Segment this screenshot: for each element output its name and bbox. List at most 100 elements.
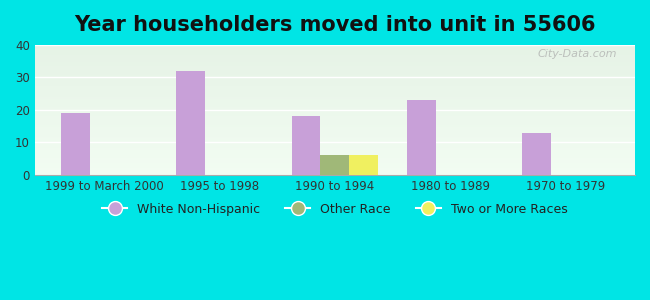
Bar <box>34 93 635 94</box>
Bar <box>34 80 635 81</box>
Bar <box>34 131 635 132</box>
Bar <box>34 57 635 58</box>
Bar <box>34 64 635 66</box>
Bar <box>407 100 436 175</box>
Bar <box>34 146 635 148</box>
Bar <box>34 137 635 139</box>
Bar <box>34 140 635 141</box>
Bar <box>34 141 635 142</box>
Bar <box>34 86 635 88</box>
Bar <box>34 81 635 83</box>
Bar <box>34 88 635 89</box>
Bar <box>34 139 635 140</box>
Bar <box>34 76 635 77</box>
Bar <box>34 127 635 128</box>
Bar <box>34 132 635 133</box>
Bar <box>176 71 205 175</box>
Bar <box>34 85 635 86</box>
Bar <box>34 105 635 106</box>
Bar <box>34 167 635 168</box>
Bar <box>34 55 635 57</box>
Bar <box>34 122 635 123</box>
Bar <box>34 47 635 49</box>
Bar <box>34 46 635 47</box>
Bar <box>34 59 635 61</box>
Bar <box>34 112 635 114</box>
Bar <box>34 103 635 105</box>
Bar <box>34 145 635 146</box>
Bar <box>34 61 635 62</box>
Bar <box>34 123 635 124</box>
Bar <box>34 107 635 109</box>
Bar <box>34 115 635 116</box>
Bar <box>34 149 635 150</box>
Bar <box>34 49 635 50</box>
Bar <box>34 100 635 101</box>
Bar <box>320 155 349 175</box>
Bar <box>34 79 635 80</box>
Bar <box>34 98 635 100</box>
Bar <box>34 163 635 164</box>
Bar <box>34 148 635 149</box>
Bar <box>34 171 635 172</box>
Bar <box>34 128 635 129</box>
Bar <box>34 160 635 162</box>
Bar <box>34 96 635 97</box>
Bar <box>34 90 635 92</box>
Bar <box>34 110 635 111</box>
Bar <box>34 89 635 90</box>
Bar <box>34 74 635 75</box>
Text: City-Data.com: City-Data.com <box>538 49 617 59</box>
Bar <box>34 97 635 98</box>
Bar <box>60 113 90 175</box>
Bar <box>34 106 635 107</box>
Bar <box>34 111 635 112</box>
Bar <box>34 101 635 102</box>
Bar <box>34 129 635 131</box>
Bar <box>34 144 635 145</box>
Bar <box>34 92 635 93</box>
Bar <box>34 142 635 144</box>
Bar <box>34 124 635 125</box>
Bar <box>34 50 635 51</box>
Bar <box>34 159 635 160</box>
Bar <box>34 135 635 136</box>
Bar <box>34 45 635 46</box>
Bar <box>34 63 635 64</box>
Bar <box>34 67 635 68</box>
Bar <box>34 153 635 154</box>
Bar <box>34 166 635 167</box>
Bar <box>523 133 551 175</box>
Bar <box>34 114 635 115</box>
Bar <box>34 77 635 79</box>
Bar <box>34 58 635 59</box>
Bar <box>34 75 635 76</box>
Bar <box>34 116 635 118</box>
Bar <box>34 68 635 70</box>
Bar <box>34 120 635 122</box>
Bar <box>34 54 635 55</box>
Bar <box>34 154 635 155</box>
Bar <box>34 136 635 137</box>
Title: Year householders moved into unit in 55606: Year householders moved into unit in 556… <box>74 15 595 35</box>
Bar <box>34 158 635 159</box>
Bar <box>34 172 635 174</box>
Bar <box>34 164 635 166</box>
Bar <box>34 72 635 74</box>
Bar <box>34 157 635 158</box>
Bar <box>34 125 635 127</box>
Bar <box>34 168 635 170</box>
Bar <box>34 84 635 85</box>
Bar <box>34 152 635 153</box>
Bar <box>34 51 635 53</box>
Bar <box>34 94 635 96</box>
Bar <box>34 66 635 67</box>
Bar <box>34 119 635 120</box>
Bar <box>34 155 635 157</box>
Bar <box>34 82 635 84</box>
Bar <box>34 70 635 71</box>
Legend: White Non-Hispanic, Other Race, Two or More Races: White Non-Hispanic, Other Race, Two or M… <box>98 198 573 220</box>
Bar <box>34 53 635 54</box>
Bar <box>34 133 635 135</box>
Bar <box>349 155 378 175</box>
